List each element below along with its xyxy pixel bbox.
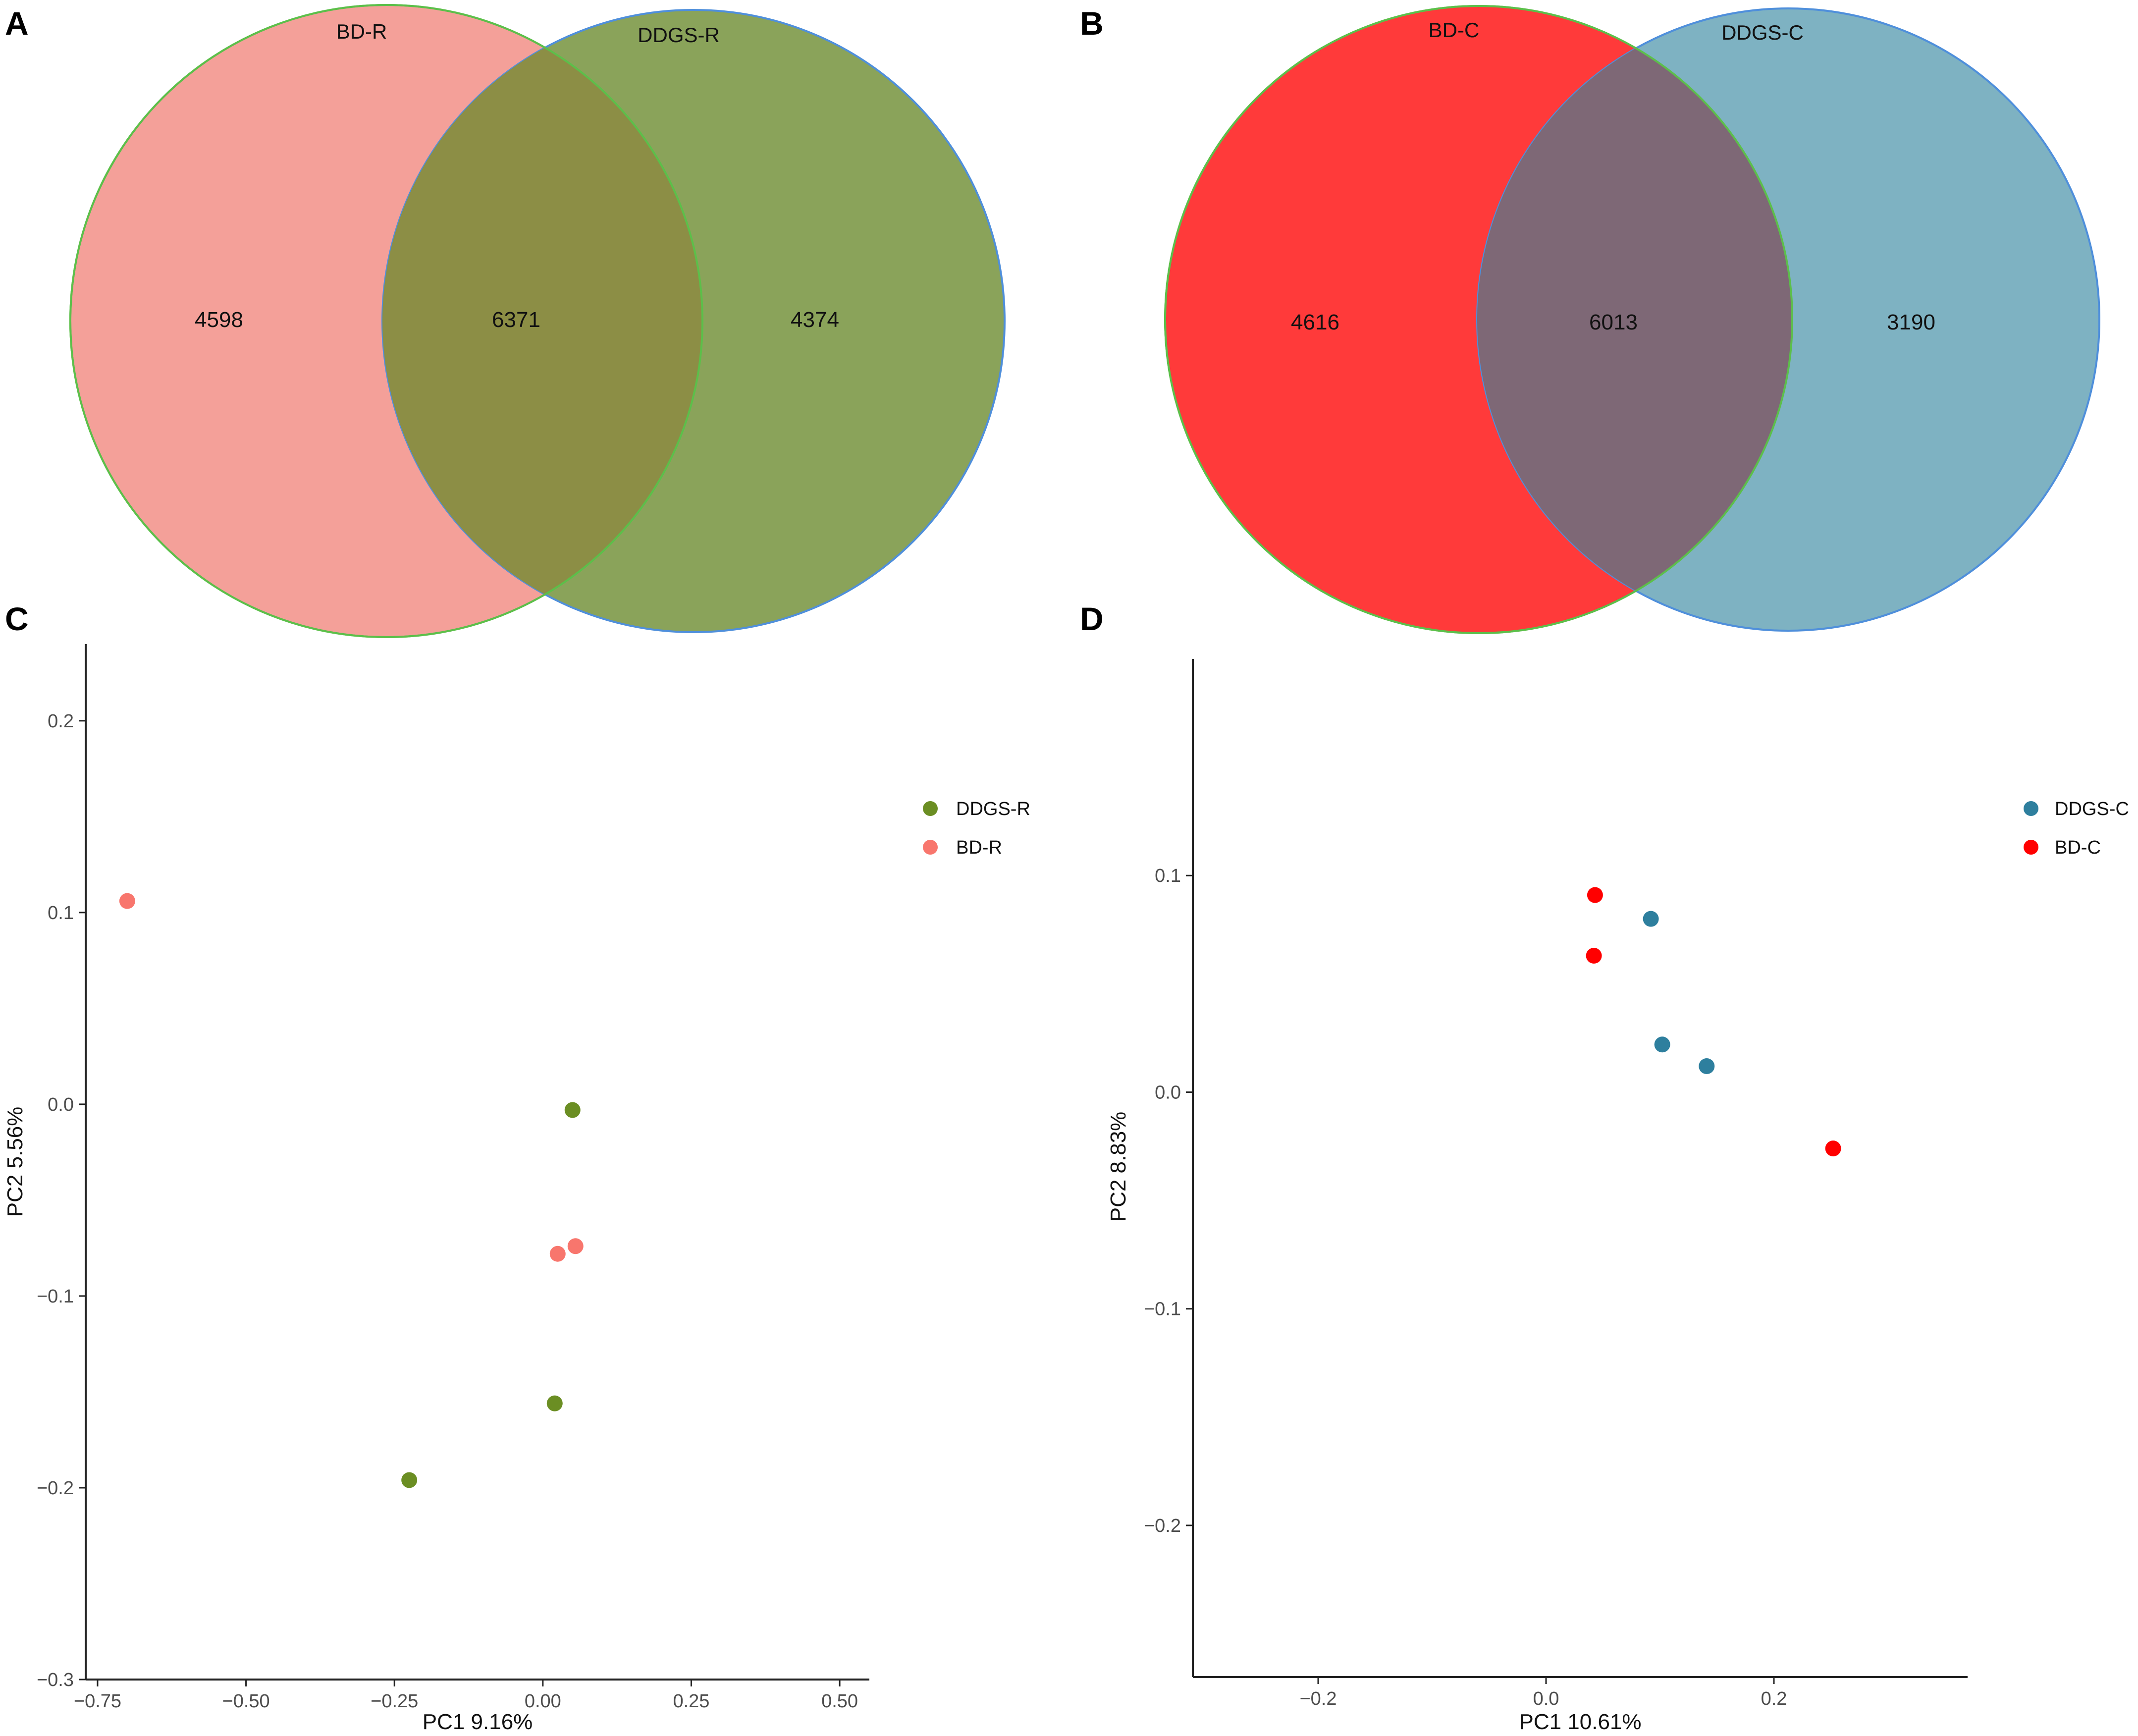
venn-a-left-outline (69, 4, 703, 638)
scatter-c: C −0.75 −0.50 −0.25 0.00 0.25 0.50−0.3−0.2−0.… (3, 600, 1030, 1734)
data-point-bd-r (119, 893, 135, 909)
legend-label-bd-r: BD-R (956, 837, 1002, 858)
venn-b-right-label: DDGS-C (1721, 21, 1804, 44)
venn-b-left-count: 4616 (1291, 310, 1339, 334)
scatter-c-legend: DDGS-R BD-R (923, 799, 1030, 858)
panel-letter-c: C (5, 600, 29, 637)
scatter-c-points (119, 893, 584, 1488)
panel-letter-b: B (1080, 5, 1104, 42)
y-tick-label: 0.0 (1155, 1082, 1181, 1103)
x-tick-label: 0.0 (1533, 1688, 1559, 1709)
legend-swatch-ddgs-c (2024, 801, 2038, 816)
venn-a-overlap (382, 10, 702, 632)
y-tick-label: −0.1 (1144, 1299, 1181, 1320)
legend-swatch-bd-r (923, 840, 938, 855)
data-point-ddgs-c (1654, 1036, 1670, 1053)
legend-label-ddgs-r: DDGS-R (956, 799, 1030, 819)
venn-b-left-label: BD-C (1429, 18, 1480, 42)
x-tick-label: 0.2 (1761, 1688, 1787, 1709)
panel-letter-d: D (1080, 600, 1104, 637)
data-point-bd-r (567, 1238, 584, 1254)
scatter-d-legend: DDGS-C BD-C (2024, 799, 2129, 858)
y-tick-label: 0.1 (48, 903, 74, 923)
scatter-d-x-title: PC1 10.61% (1519, 1710, 1641, 1734)
x-tick-label: −0.25 (371, 1691, 418, 1712)
x-tick-label: 0.00 (525, 1691, 561, 1712)
scatter-d-ticks: −0.2 0.0 0.2 −0.2 −0.1 0.0 0.1 (1144, 866, 1787, 1709)
data-point-bd-c (1825, 1140, 1841, 1157)
y-tick-label: 0.0 (48, 1094, 74, 1115)
venn-b-left-outline (1164, 5, 1793, 634)
data-point-bd-c (1587, 887, 1603, 903)
y-tick-label: 0.2 (48, 711, 74, 732)
scatter-d-y-title: PC2 8.83% (1106, 1112, 1130, 1222)
data-point-bd-r (549, 1246, 566, 1262)
venn-a-right-label: DDGS-R (638, 23, 720, 47)
x-tick-label: −0.2 (1299, 1688, 1336, 1709)
venn-a-left-label: BD-R (336, 20, 387, 43)
y-tick-label: −0.2 (1144, 1516, 1181, 1536)
x-tick-label: −0.75 (74, 1691, 121, 1712)
scatter-d: D −0.2 0.0 0.2 −0.2 −0.1 0.0 0.1 PC1 10.61% PC… (1080, 600, 2129, 1734)
x-tick-label: 0.50 (821, 1691, 858, 1712)
legend-label-ddgs-c: DDGS-C (2055, 799, 2129, 819)
legend-swatch-bd-c (2024, 840, 2038, 855)
y-tick-label: −0.1 (37, 1286, 74, 1307)
y-tick-label: −0.3 (37, 1670, 74, 1690)
scatter-d-points (1586, 887, 1841, 1157)
x-tick-label: −0.50 (222, 1691, 270, 1712)
venn-b-overlap-count: 6013 (1589, 310, 1638, 334)
venn-b-right-count: 3190 (1887, 310, 1935, 334)
venn-b: B BD-C DDGS-C 4616 6013 3190 (1080, 5, 2100, 634)
legend-swatch-ddgs-r (923, 801, 938, 816)
venn-a-left-count: 4598 (195, 308, 243, 332)
y-tick-label: 0.1 (1155, 866, 1181, 886)
data-point-bd-c (1586, 948, 1602, 964)
venn-a-right-count: 4374 (791, 308, 839, 332)
data-point-ddgs-r (546, 1395, 563, 1411)
y-tick-label: −0.2 (37, 1478, 74, 1499)
legend-label-bd-c: BD-C (2055, 837, 2101, 858)
data-point-ddgs-c (1699, 1058, 1715, 1074)
data-point-ddgs-r (401, 1472, 418, 1488)
venn-a-overlap-count: 6371 (492, 308, 540, 332)
data-point-ddgs-r (564, 1102, 581, 1118)
scatter-c-ticks: −0.75 −0.50 −0.25 0.00 0.25 0.50 −0.3 −0.2 −0.1 0… (37, 711, 858, 1712)
venn-a: A BD-R DDGS-R 4598 6371 4374 (5, 4, 1006, 638)
scatter-c-x-title: PC1 9.16% (423, 1710, 533, 1734)
panel-letter-a: A (5, 5, 29, 42)
data-point-ddgs-c (1643, 911, 1659, 927)
scatter-c-y-title: PC2 5.56% (3, 1107, 27, 1217)
venn-b-overlap (1477, 8, 1792, 631)
x-tick-label: 0.25 (673, 1691, 709, 1712)
